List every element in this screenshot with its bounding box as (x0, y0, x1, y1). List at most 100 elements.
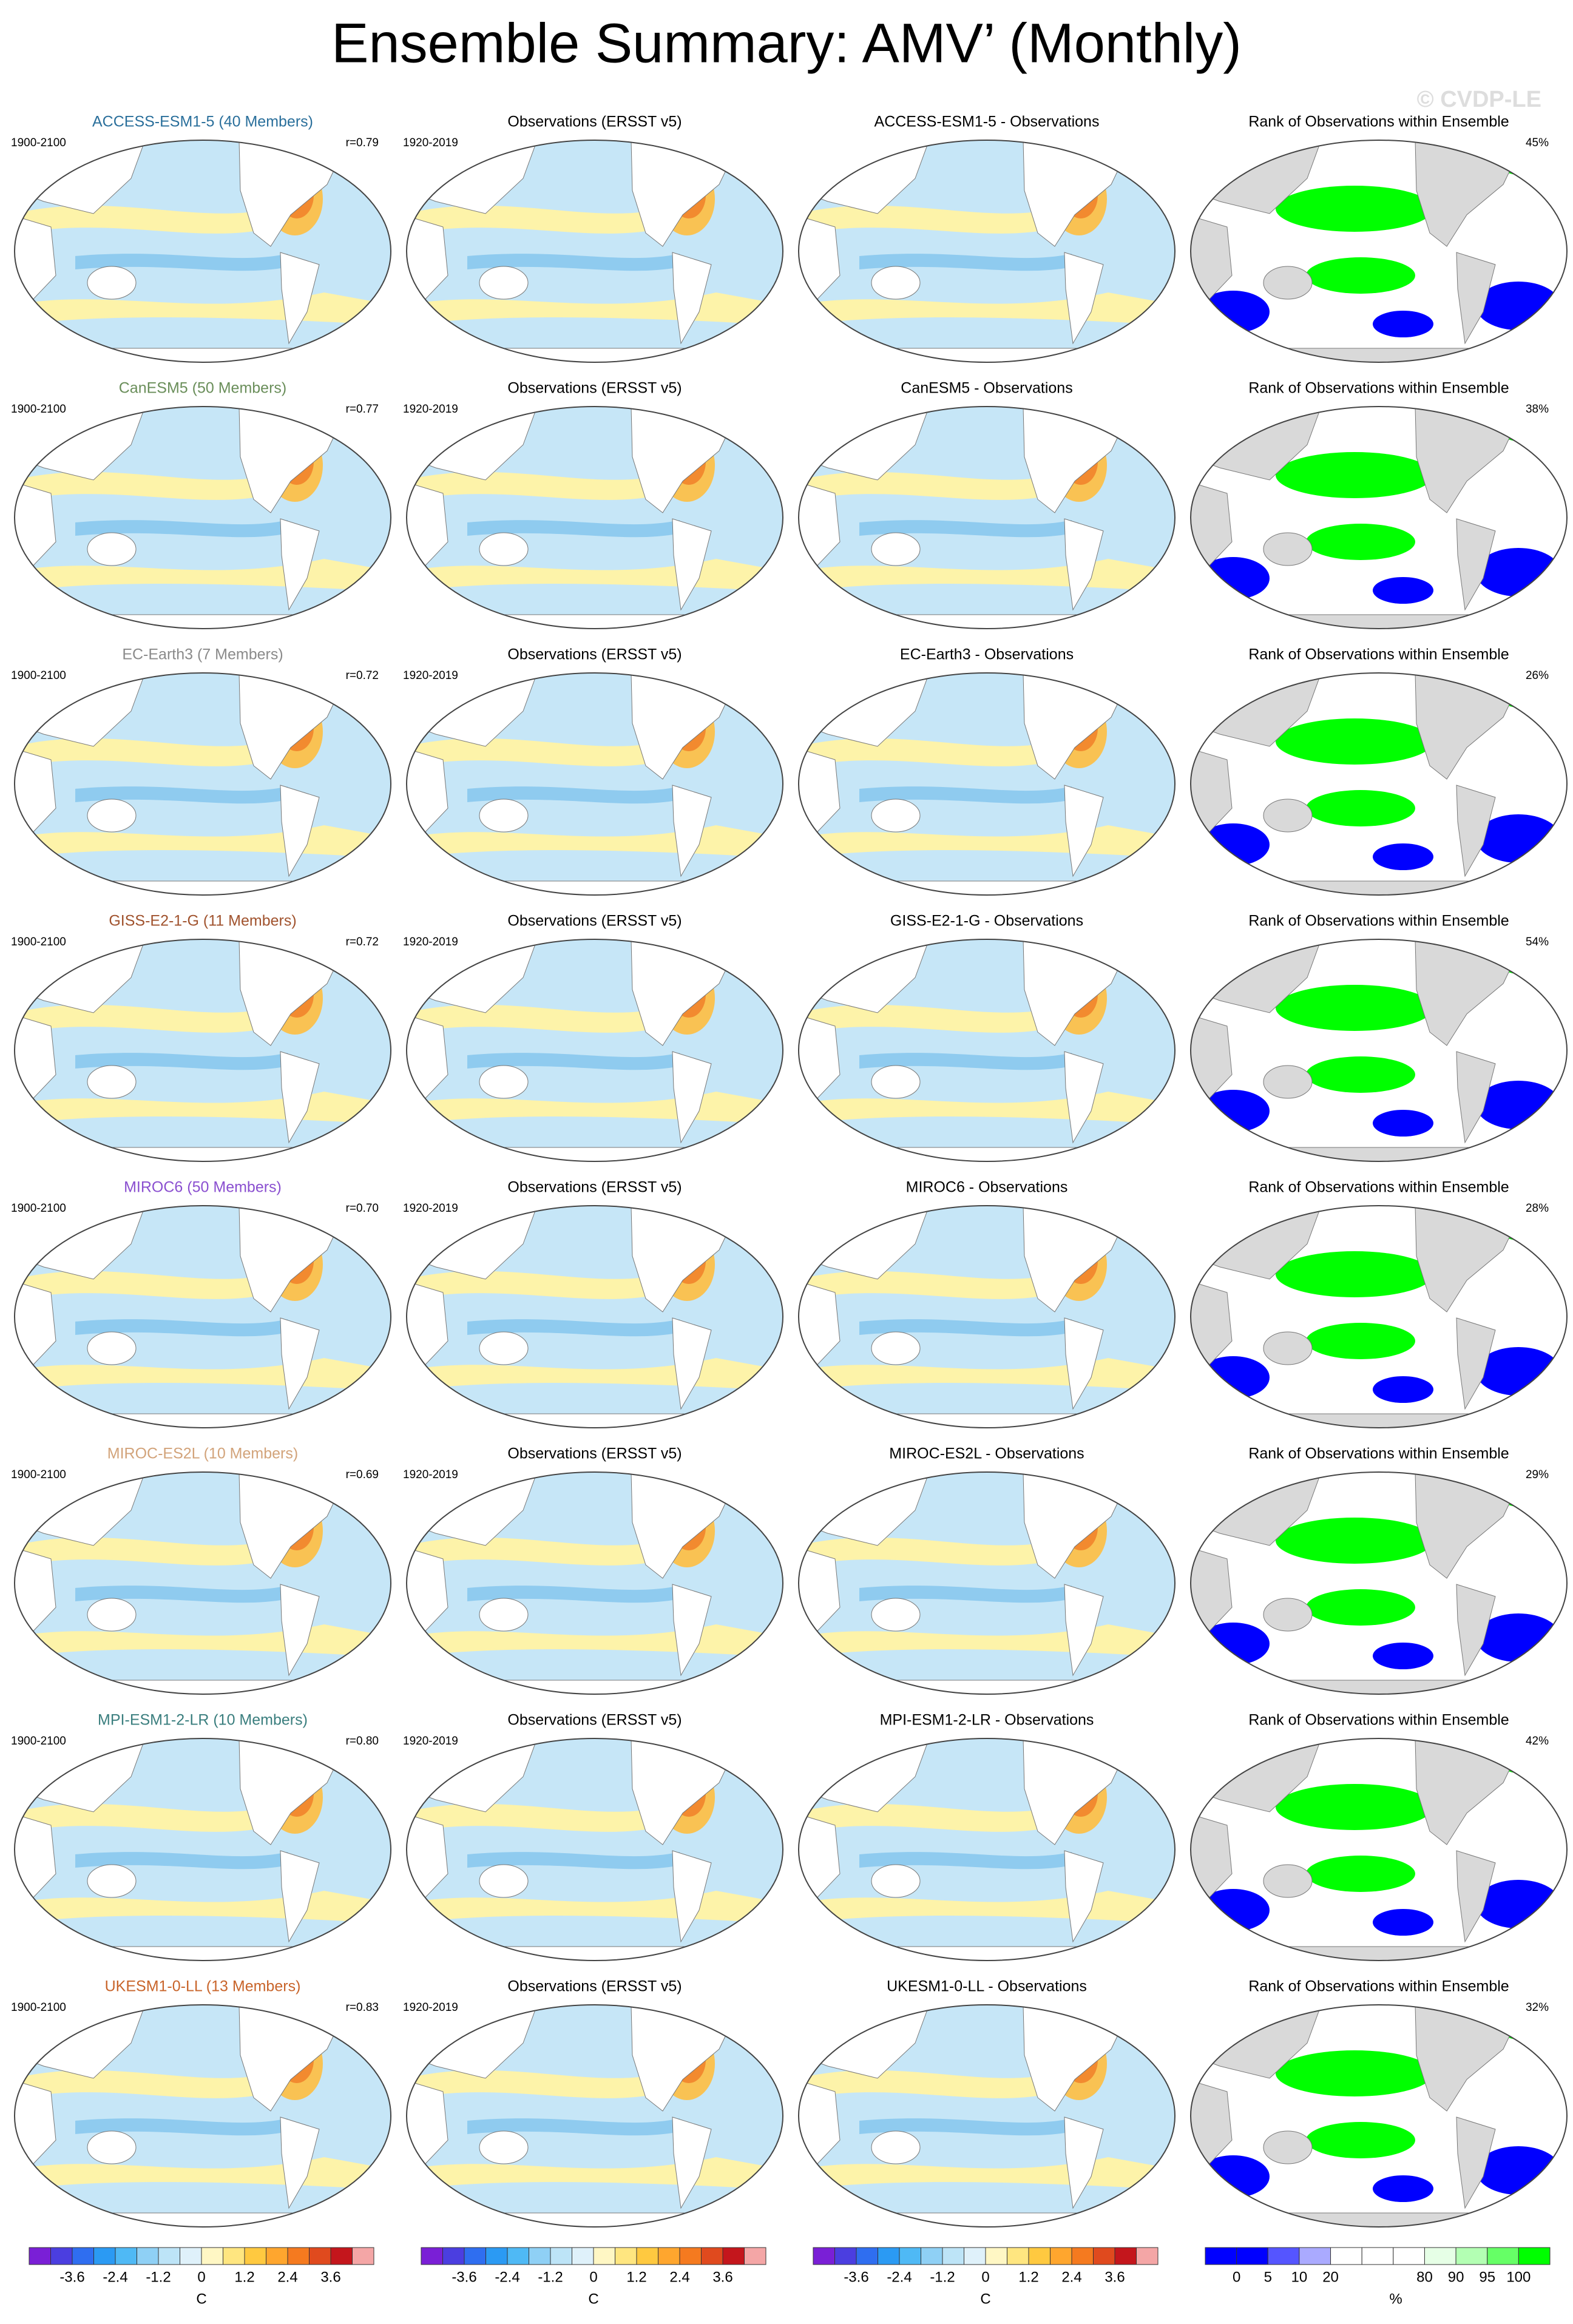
colorbar-box (572, 2247, 594, 2265)
diff-title: UKESM1-0-LL - Observations (887, 1978, 1087, 1995)
colorbar-box (636, 2247, 658, 2265)
period: 1900-2100 (11, 2001, 66, 2014)
colorbar-box (72, 2247, 94, 2265)
colorbar-unit: % (1389, 2291, 1402, 2307)
correlation: r=0.72 (346, 936, 379, 948)
period: 1900-2100 (11, 1202, 66, 1215)
map (799, 407, 1175, 629)
colorbar-label: -2.4 (887, 2269, 912, 2285)
colorbar-box (529, 2247, 551, 2265)
correlation: r=0.77 (346, 403, 379, 416)
colorbar-box (813, 2247, 835, 2265)
colorbar-box (201, 2247, 223, 2265)
colorbar-label: -1.2 (146, 2269, 171, 2285)
colorbar-box (115, 2247, 137, 2265)
colorbar-label: -3.6 (844, 2269, 868, 2285)
colorbar-box (1028, 2247, 1050, 2265)
diff-title: MIROC-ES2L - Observations (889, 1445, 1084, 1462)
colorbar-label: 2.4 (277, 2269, 297, 2285)
diff-title: MPI-ESM1-2-LR - Observations (880, 1712, 1094, 1729)
model-title: MIROC-ES2L (10 Members) (107, 1445, 298, 1462)
colorbar-box (464, 2247, 486, 2265)
colorbar-box (1205, 2247, 1237, 2265)
map (407, 673, 783, 895)
colorbar-box (244, 2247, 266, 2265)
period: 1900-2100 (11, 669, 66, 682)
colorbar-box (1236, 2247, 1268, 2265)
correlation: r=0.83 (346, 2001, 379, 2014)
rank-title: Rank of Observations within Ensemble (1248, 380, 1509, 397)
correlation: r=0.70 (346, 1202, 379, 1215)
colorbar-box (1455, 2247, 1488, 2265)
map (407, 1738, 783, 1961)
map (15, 407, 391, 629)
model-title: MPI-ESM1-2-LR (10 Members) (98, 1712, 308, 1729)
colorbar-box (658, 2247, 680, 2265)
colorbar-box (1071, 2247, 1094, 2265)
period: 1900-2100 (11, 403, 66, 416)
colorbar-label: 10 (1291, 2269, 1308, 2285)
obs-title: Observations (ERSST v5) (507, 1179, 682, 1196)
rank-title: Rank of Observations within Ensemble (1248, 1978, 1509, 1995)
rank-title: Rank of Observations within Ensemble (1248, 1712, 1509, 1729)
obs-period: 1920-2019 (403, 1202, 458, 1215)
map (407, 1472, 783, 1694)
colorbar-box (899, 2247, 921, 2265)
colorbar-label: -1.2 (930, 2269, 955, 2285)
map (15, 140, 391, 362)
obs-title: Observations (ERSST v5) (507, 1978, 682, 1995)
obs-period: 1920-2019 (403, 1735, 458, 1748)
colorbar-box (1299, 2247, 1331, 2265)
model-title: EC-Earth3 (7 Members) (122, 646, 283, 663)
colorbar-label: 0 (1233, 2269, 1240, 2285)
map (15, 1206, 391, 1428)
colorbar-box (744, 2247, 766, 2265)
rank-percent: 28% (1526, 1202, 1549, 1215)
correlation: r=0.69 (346, 1468, 379, 1481)
period: 1900-2100 (11, 137, 66, 149)
colorbar-box (921, 2247, 943, 2265)
obs-period: 1920-2019 (403, 137, 458, 149)
map (15, 1738, 391, 1961)
map (407, 140, 783, 362)
colorbar-box (1050, 2247, 1072, 2265)
period: 1900-2100 (11, 936, 66, 948)
rank-percent: 38% (1526, 403, 1549, 416)
diff-title: ACCESS-ESM1-5 - Observations (874, 113, 1100, 130)
colorbar-label: 2.4 (1061, 2269, 1081, 2285)
obs-period: 1920-2019 (403, 669, 458, 682)
colorbar-unit: C (980, 2291, 990, 2307)
map (1191, 673, 1567, 895)
map (15, 939, 391, 1161)
colorbar-box (1518, 2247, 1551, 2265)
colorbar-box (1424, 2247, 1456, 2265)
rank-percent: 45% (1526, 137, 1549, 149)
period: 1900-2100 (11, 1468, 66, 1481)
map (407, 2005, 783, 2227)
obs-title: Observations (ERSST v5) (507, 380, 682, 397)
obs-title: Observations (ERSST v5) (507, 1445, 682, 1462)
map (799, 1472, 1175, 1694)
colorbar-label: 0 (197, 2269, 205, 2285)
colorbar-box (550, 2247, 572, 2265)
colorbar-label: 0 (981, 2269, 989, 2285)
colorbar-box (1393, 2247, 1425, 2265)
model-title: GISS-E2-1-G (11 Members) (109, 913, 296, 930)
rank-title: Rank of Observations within Ensemble (1248, 646, 1509, 663)
obs-period: 1920-2019 (403, 403, 458, 416)
obs-period: 1920-2019 (403, 2001, 458, 2014)
map (799, 140, 1175, 362)
colorbar-label: 5 (1264, 2269, 1272, 2285)
colorbar-label: 90 (1448, 2269, 1464, 2285)
colorbar-box (223, 2247, 245, 2265)
colorbar-box (1361, 2247, 1394, 2265)
colorbar-box (1330, 2247, 1362, 2265)
colorbar-box (701, 2247, 723, 2265)
obs-period: 1920-2019 (403, 936, 458, 948)
colorbar-label: 20 (1322, 2269, 1339, 2285)
obs-title: Observations (ERSST v5) (507, 1712, 682, 1729)
map (407, 407, 783, 629)
diff-title: MIROC6 - Observations (906, 1179, 1068, 1196)
colorbar-box (29, 2247, 51, 2265)
